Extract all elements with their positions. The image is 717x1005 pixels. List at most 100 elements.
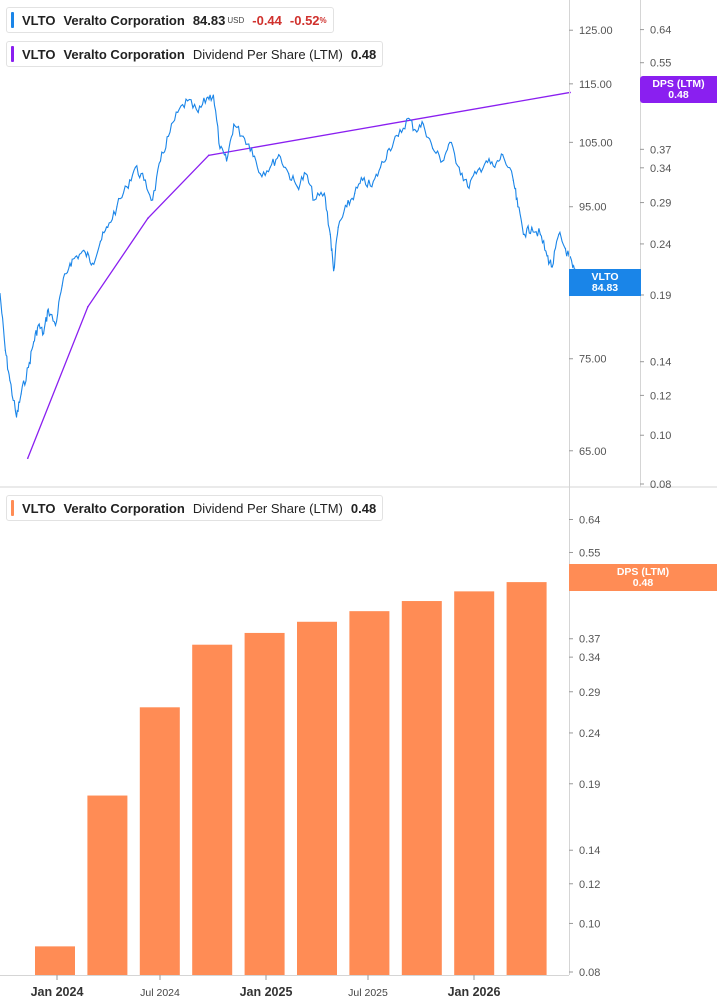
price-point-2024-01-02 [27, 366, 30, 368]
legend-dps-bottom-metric: Dividend Per Share (LTM) [192, 500, 343, 516]
price-point-2024-03-28 [84, 251, 86, 253]
price-point-2025-07-30 [407, 117, 409, 119]
dps-line [27, 91, 571, 459]
price-point-2026-01-22 [523, 233, 526, 235]
price-point-2024-07-20 [159, 160, 162, 162]
price-tag-value: 84.83 [591, 281, 619, 294]
price-tag-label: VLTO [591, 270, 619, 283]
legend-price-change-pct: -0.52 [289, 12, 320, 28]
legend-price-swatch [11, 12, 14, 28]
dps-tick-label-0-08: 0.08 [650, 479, 671, 491]
price-point-2024-11-08 [233, 123, 235, 125]
dps-line-layer [26, 91, 571, 460]
dps-point-2024-04-01 [87, 305, 89, 308]
price-point-2026-02-02 [531, 226, 533, 228]
dps-point-2024-01-01 [26, 457, 29, 460]
price-point-2026-01-05 [512, 179, 514, 181]
legend-dps-bottom[interactable]: VLTO Veralto Corporation Dividend Per Sh… [6, 495, 384, 521]
price-point-2024-08-15 [177, 111, 179, 114]
x-tick-label-jul-2024: Jul 2024 [140, 987, 180, 999]
price-tick-label-75: 75.00 [579, 354, 607, 366]
price-point-2025-05-22 [362, 179, 364, 181]
price-point-2025-10-01 [449, 141, 451, 143]
price-point-2025-03-10 [313, 199, 316, 201]
price-point-2026-03-15 [558, 233, 560, 235]
price-tick-label-65: 65.00 [579, 446, 607, 458]
dps-bar-2025-09-30 [401, 601, 442, 975]
price-tick-label-95: 95.00 [579, 202, 607, 214]
x-tick-label-jan-2024: Jan 2024 [31, 985, 84, 999]
price-point-2025-01-02 [269, 166, 271, 168]
dps-bottom-tag: DPS (LTM) 0.48 [569, 564, 717, 591]
price-point-2024-07-08 [151, 199, 154, 201]
dps-tick-label-0-1: 0.10 [650, 430, 671, 442]
bar-tick-label-0-12: 0.12 [579, 879, 600, 891]
price-point-2024-01-17 [37, 324, 39, 326]
price-point-2024-02-22 [61, 285, 63, 287]
legend-dps-bottom-swatch [11, 500, 14, 516]
x-tick-label-jul-2025: Jul 2025 [348, 987, 388, 999]
dps-tick-label-0-55: 0.55 [650, 58, 671, 70]
x-tick-label-jan-2025: Jan 2025 [240, 985, 293, 999]
price-point-2025-04-08 [332, 270, 335, 272]
legend-dps-bottom-value: 0.48 [350, 500, 377, 516]
price-point-2024-05-01 [107, 226, 109, 228]
price-point-2024-06-25 [143, 179, 145, 181]
price-point-2025-09-20 [441, 160, 444, 162]
dps-tick-label-0-29: 0.29 [650, 198, 671, 210]
price-point-2025-12-08 [494, 166, 496, 168]
dps-bar-2024-09-30 [192, 644, 233, 975]
price-point-2023-12-05 [9, 379, 11, 382]
price-point-2026-02-25 [546, 255, 548, 257]
legend-price-pct-sign: % [319, 15, 327, 25]
legend-price-name: Veralto Corporation [63, 12, 185, 28]
price-point-2024-10-28 [225, 160, 228, 162]
bar-tick-label-0-14: 0.14 [579, 845, 600, 857]
price-point-2025-07-01 [388, 147, 390, 150]
legend-price-change: -0.44 [252, 12, 282, 28]
price-point-2025-11-25 [485, 160, 487, 162]
price-point-2025-08-10 [414, 129, 417, 131]
price-point-2025-08-22 [422, 123, 425, 125]
dps-bottom-tag-label: DPS (LTM) [616, 565, 670, 578]
legend-dps-top-value: 0.48 [350, 46, 377, 62]
price-point-2024-05-30 [126, 186, 128, 188]
price-point-2025-10-15 [458, 166, 460, 168]
price-point-2025-05-10 [354, 192, 356, 194]
dps-top-tag: DPS (LTM) 0.48 [640, 76, 717, 103]
price-point-2025-01-15 [278, 154, 280, 156]
legend-dps-bottom-name: Veralto Corporation [63, 500, 185, 516]
price-point-2024-04-08 [91, 262, 94, 264]
legend-price-value: 84.83 [192, 12, 226, 28]
price-point-2025-07-15 [397, 135, 399, 137]
legend-dps-top-metric: Dividend Per Share (LTM) [192, 46, 343, 62]
price-point-2023-12-15 [15, 416, 18, 418]
bar-tick-label-0-29: 0.29 [579, 687, 600, 699]
price-point-2025-09-05 [432, 147, 434, 150]
dps-tick-label-0-14: 0.14 [650, 357, 671, 369]
price-point-2024-02-12 [54, 324, 57, 326]
price-point-2025-12-20 [502, 154, 504, 156]
price-tick-label-105: 105.00 [579, 137, 613, 149]
x-tick-label-jan-2026: Jan 2026 [448, 985, 501, 999]
legend-price[interactable]: VLTO Veralto Corporation 84.83 USD -0.44… [6, 7, 334, 33]
dps-point-2024-07-01 [147, 217, 149, 219]
legend-price-currency: USD [227, 15, 245, 25]
bar-tick-label-0-19: 0.19 [579, 779, 600, 791]
legend-dps-bottom-ticker: VLTO [22, 500, 56, 516]
price-point-2025-06-18 [379, 166, 382, 168]
dps-tick-label-0-64: 0.64 [650, 25, 671, 37]
price-line [0, 94, 579, 418]
legend-dps-top-name: Veralto Corporation [63, 46, 185, 62]
price-tag: VLTO 84.83 [569, 269, 641, 296]
dps-bar-2025-12-31 [454, 591, 495, 975]
price-tick-label-125: 125.00 [579, 25, 613, 37]
price-point-2026-04-05 [572, 266, 574, 268]
dps-bar-2024-06-30 [139, 707, 180, 975]
price-point-2024-06-12 [134, 166, 137, 168]
price-point-2024-09-28 [206, 97, 208, 99]
price-point-2024-02-01 [47, 308, 49, 310]
legend-dps-top[interactable]: VLTO Veralto Corporation Dividend Per Sh… [6, 41, 384, 67]
dps-top-tag-label: DPS (LTM) [652, 77, 705, 90]
